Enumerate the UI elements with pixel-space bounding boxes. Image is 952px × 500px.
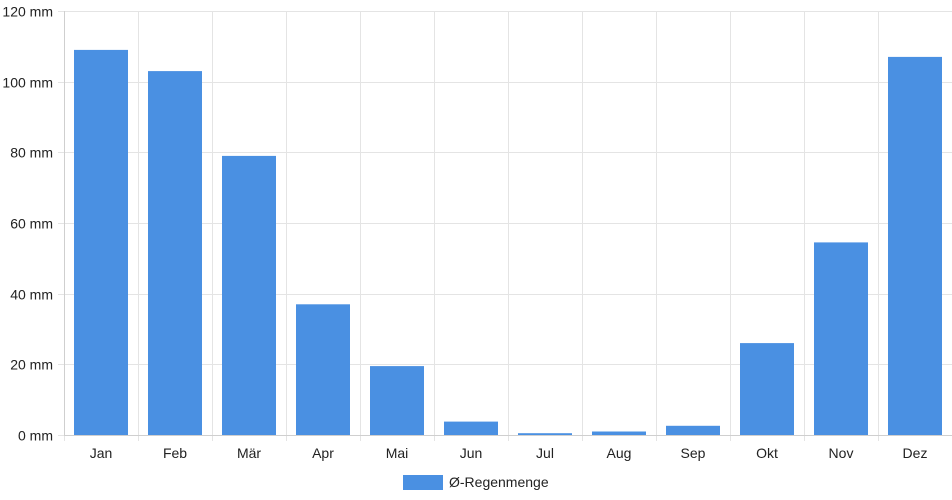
y-tick-label: 60 mm [10,216,53,232]
y-tick-label: 80 mm [10,145,53,161]
bar-sep[interactable] [666,425,720,435]
x-tick-label: Jun [460,445,483,461]
bar-feb[interactable] [148,71,202,435]
legend[interactable]: Ø-Regenmenge [403,474,549,490]
bar-apr[interactable] [296,304,350,435]
x-tick-label: Feb [163,445,187,461]
axes [64,11,952,436]
bar-dez[interactable] [888,56,942,436]
x-tick-label: Aug [607,445,632,461]
y-tick-label: 0 mm [18,428,53,444]
y-tick-label: 100 mm [2,75,53,91]
x-tick-label: Mai [386,445,409,461]
x-tick-label: Jan [90,445,113,461]
x-tick-label: Jul [536,445,554,461]
x-tick-label: Okt [756,445,778,461]
bar-mär[interactable] [222,155,276,435]
gridlines [58,11,952,441]
bar-aug[interactable] [592,431,646,436]
x-tick-label: Mär [237,445,261,461]
bar-mai[interactable] [370,366,424,435]
x-tick-label: Nov [829,445,854,461]
bar-jun[interactable] [444,421,498,435]
bar-jan[interactable] [74,49,128,436]
x-tick-label: Sep [681,445,706,461]
x-tick-label: Apr [312,445,334,461]
bar-series [74,49,942,436]
y-tick-label: 40 mm [10,287,53,303]
y-tick-label: 120 mm [2,4,53,20]
y-axis-ticks: 0 mm 20 mm 40 mm 60 mm 80 mm 100 mm 120 mm [2,4,53,444]
legend-label: Ø-Regenmenge [449,474,549,490]
bar-okt[interactable] [740,343,794,435]
bar-jul[interactable] [518,433,572,435]
x-axis-ticks: Jan Feb Mär Apr Mai Jun Jul Aug Sep Okt Nov Dez [90,445,928,461]
bar-nov[interactable] [814,242,868,435]
legend-swatch [403,475,443,490]
x-tick-label: Dez [903,445,928,461]
y-tick-label: 20 mm [10,357,53,373]
